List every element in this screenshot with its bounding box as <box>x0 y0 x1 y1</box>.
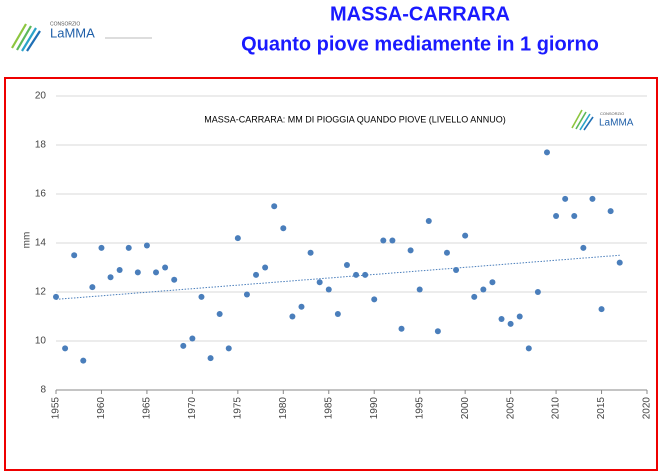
logo: LaMMA <box>50 25 95 40</box>
point <box>189 335 196 342</box>
point <box>280 225 287 232</box>
point <box>471 293 478 300</box>
point <box>262 264 269 271</box>
title: MASSA-CARRARA <box>330 3 510 25</box>
frame <box>4 77 658 471</box>
point <box>289 313 296 320</box>
point <box>143 242 150 249</box>
point <box>489 279 496 286</box>
x-tick-label: 2005 <box>505 397 516 420</box>
point <box>607 208 614 215</box>
point <box>398 325 405 332</box>
point <box>153 269 160 276</box>
chart-logo-icon <box>571 109 594 131</box>
point <box>271 203 278 210</box>
x-tick-label: 2020 <box>642 397 653 420</box>
point <box>389 237 396 244</box>
y-tick-label: 20 <box>35 91 47 102</box>
point <box>616 259 623 266</box>
point <box>353 271 360 278</box>
x-tick-label: 1955 <box>51 397 62 420</box>
point <box>562 195 569 202</box>
subtitle: Quanto piove mediamente in 1 giorno <box>241 33 599 55</box>
point <box>62 345 69 352</box>
x-tick-label: 1990 <box>369 397 380 420</box>
point <box>316 279 323 286</box>
point <box>407 247 414 254</box>
point <box>89 284 96 291</box>
point <box>434 328 441 335</box>
point <box>53 293 59 300</box>
point <box>307 249 314 256</box>
y-axis-label: mm <box>22 232 33 249</box>
point <box>334 311 341 318</box>
point <box>234 235 241 242</box>
point <box>534 289 541 295</box>
y-tick-label: 14 <box>35 238 47 249</box>
point <box>98 244 105 251</box>
x-tick-label: 1980 <box>278 397 289 420</box>
point <box>134 269 141 276</box>
point <box>589 195 596 202</box>
point <box>543 149 550 156</box>
point <box>380 237 387 244</box>
point <box>498 315 505 322</box>
point <box>180 342 187 349</box>
point <box>207 355 214 362</box>
x-tick-label: 1995 <box>414 397 425 420</box>
point <box>371 296 378 303</box>
point <box>225 345 232 352</box>
point <box>171 276 178 283</box>
x-tick-label: 1965 <box>142 397 153 420</box>
point <box>462 232 469 239</box>
chart-logo-small: CONSORZIO <box>600 111 624 116</box>
point <box>107 274 114 281</box>
point <box>80 357 87 364</box>
point <box>298 303 305 310</box>
point <box>516 313 523 320</box>
chart-logo: LaMMA <box>599 118 634 129</box>
point <box>116 266 123 273</box>
x-tick-label: 2015 <box>596 397 607 420</box>
point <box>325 286 332 293</box>
point <box>571 213 578 220</box>
x-tick-label: 1960 <box>96 397 107 420</box>
point <box>480 286 487 293</box>
chart-title: MASSA-CARRARA: MM DI PIOGGIA QUANDO PIOV… <box>204 114 506 124</box>
point <box>525 345 532 352</box>
point <box>416 286 423 293</box>
y-tick-label: 16 <box>35 189 47 200</box>
point <box>125 244 132 251</box>
x-tick-label: 2010 <box>551 397 562 420</box>
point <box>343 262 350 269</box>
y-tick-label: 10 <box>35 336 47 347</box>
point <box>580 244 587 251</box>
x-tick-label: 2000 <box>460 397 471 420</box>
y-tick-label: 18 <box>35 140 47 151</box>
point <box>425 217 432 224</box>
logo-icon <box>11 23 41 52</box>
point <box>71 252 78 259</box>
x-tick-label: 1970 <box>187 397 198 420</box>
point <box>598 306 605 313</box>
y-tick-label: 12 <box>35 287 47 298</box>
y-tick-label: 8 <box>40 385 46 396</box>
point <box>198 293 205 300</box>
point <box>162 264 169 271</box>
x-tick-label: 1975 <box>232 397 243 420</box>
point <box>216 311 223 318</box>
x-tick-label: 1985 <box>323 397 334 420</box>
trendline <box>55 254 620 300</box>
point <box>507 320 514 327</box>
point <box>443 249 450 256</box>
point <box>553 213 560 220</box>
logo-small: CONSORZIO <box>50 21 80 27</box>
point <box>253 271 260 278</box>
point <box>243 291 250 298</box>
